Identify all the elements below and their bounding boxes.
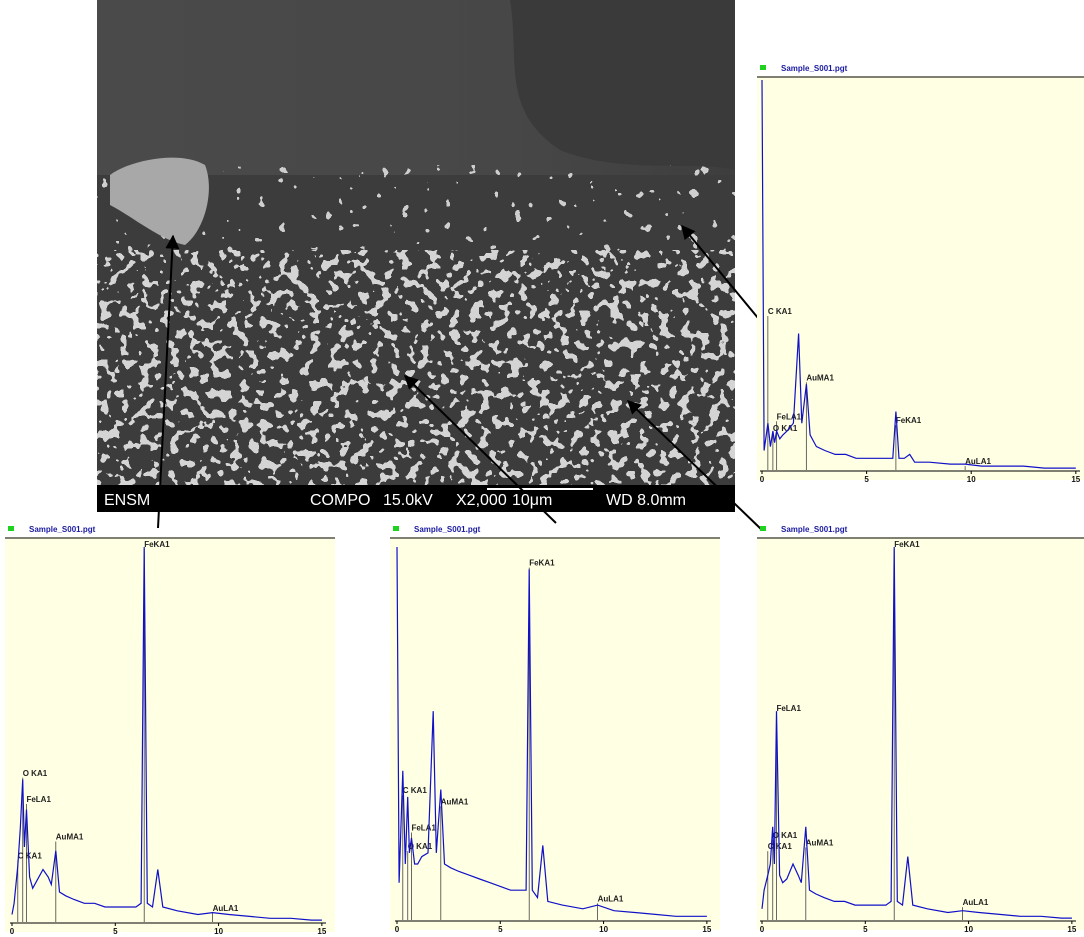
peak-label: AuMA1 — [56, 833, 84, 842]
sem-image — [97, 0, 735, 512]
panel-title: Sample_S001.pgt — [414, 525, 481, 534]
x-tick-label: 5 — [498, 925, 503, 934]
x-tick-label: 5 — [863, 925, 868, 934]
x-tick-label: 15 — [1071, 475, 1080, 484]
panel-title: Sample_S001.pgt — [781, 525, 848, 534]
spectrum-panel: Sample_S001.pgt 0 5 10 15 FeKA1 FeLA1 O KA1 C KA… — [757, 525, 1084, 934]
x-tick-label: 15 — [317, 927, 326, 936]
peak-label: FeLA1 — [26, 795, 51, 804]
panel-background — [757, 537, 1084, 930]
spectrum-panel: Sample_S001.pgt 0 5 10 15 FeKA1 O KA1 FeLA1 AuMA… — [5, 525, 335, 936]
peak-label: FeLA1 — [776, 704, 801, 713]
spectrum-line — [761, 79, 1076, 469]
peak-label: FeKA1 — [896, 416, 922, 425]
spectrum-panel: Sample_S001.pgt 0 5 10 15 FeKA1 C KA1 AuMA1 FeLA… — [390, 525, 720, 934]
spectrum-line — [761, 546, 1072, 919]
title-marker — [8, 526, 14, 531]
panel-background — [5, 537, 335, 932]
x-tick-label: 0 — [760, 475, 765, 484]
peak-label: O KA1 — [23, 769, 48, 778]
peak-label: AuLA1 — [213, 904, 239, 913]
x-tick-label: 10 — [599, 925, 608, 934]
peak-label: AuMA1 — [806, 373, 834, 382]
panel-title: Sample_S001.pgt — [29, 525, 96, 534]
x-tick-label: 15 — [1067, 925, 1076, 934]
peak-label: C KA1 — [768, 842, 793, 851]
x-tick-label: 15 — [702, 925, 711, 934]
x-tick-label: 10 — [967, 475, 976, 484]
sem-footer-label: ENSM — [104, 492, 150, 509]
sem-footer-label: 15.0kV — [383, 492, 433, 509]
title-marker — [760, 526, 766, 531]
x-tick-label: 5 — [113, 927, 118, 936]
arrows — [157, 224, 763, 531]
peak-label: O KA1 — [773, 424, 798, 433]
panel-title: Sample_S001.pgt — [781, 64, 848, 73]
spectrum-line — [396, 546, 707, 917]
peak-label: FeLA1 — [411, 823, 436, 832]
peak-label: O KA1 — [408, 842, 433, 851]
sem-footer-label: X2,000 — [456, 492, 507, 509]
title-marker — [760, 65, 766, 70]
peak-label: AuLA1 — [965, 457, 991, 466]
x-tick-label: 10 — [964, 925, 973, 934]
x-tick-label: 10 — [214, 927, 223, 936]
peak-label: FeKA1 — [894, 540, 920, 549]
peak-label: FeKA1 — [144, 540, 170, 549]
peak-label: FeKA1 — [529, 559, 555, 568]
x-tick-label: 0 — [10, 927, 15, 936]
spectrum-panel: Sample_S001.pgt 0 5 10 15 C KA1 AuMA1 FeLA1 O KA… — [757, 64, 1084, 484]
peak-label: AuLA1 — [598, 894, 624, 903]
peak-label: AuMA1 — [441, 797, 469, 806]
panel-background — [390, 537, 720, 930]
peak-label: FeLA1 — [777, 412, 802, 421]
peak-label: C KA1 — [403, 786, 428, 795]
peak-label: C KA1 — [18, 851, 43, 860]
sem-footer-label: WD 8.0mm — [606, 492, 686, 509]
sem-footer-label: 10μm — [512, 492, 552, 509]
sem-footer-label: COMPO — [310, 492, 370, 509]
peak-label: AuLA1 — [963, 898, 989, 907]
peak-label: AuMA1 — [806, 838, 834, 847]
x-tick-label: 0 — [395, 925, 400, 934]
x-tick-label: 5 — [864, 475, 869, 484]
x-tick-label: 0 — [760, 925, 765, 934]
spectrum-line — [11, 546, 322, 921]
peak-label: O KA1 — [773, 831, 798, 840]
title-marker — [393, 526, 399, 531]
panel-background — [757, 76, 1084, 480]
peak-label: C KA1 — [768, 307, 793, 316]
